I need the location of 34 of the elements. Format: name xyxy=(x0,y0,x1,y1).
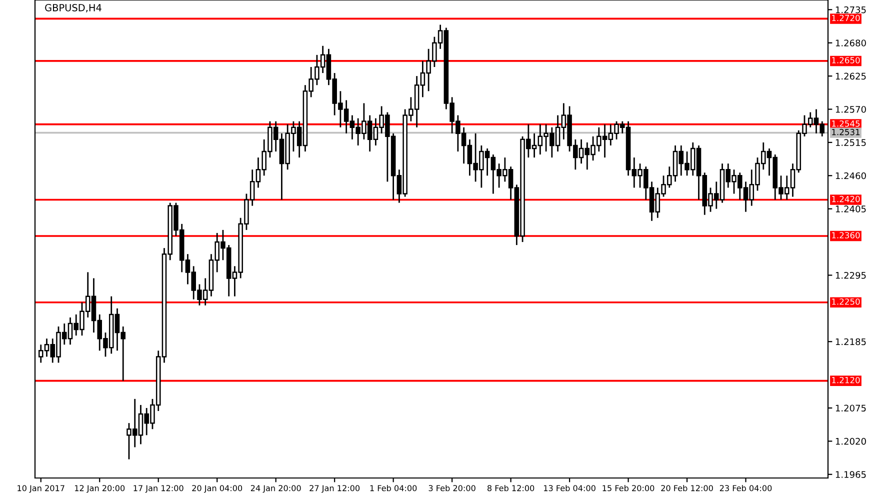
y-tick-label: 1.2460 xyxy=(836,172,866,180)
x-tick-label: 27 Jan 12:00 xyxy=(310,485,360,493)
x-tick-label: 3 Feb 20:00 xyxy=(428,484,476,492)
y-tick-label: 1.2295 xyxy=(836,272,866,279)
ref-line-label: 1.2545 xyxy=(832,120,860,127)
y-tick-label: 1.2185 xyxy=(836,338,866,346)
x-tick-label: 1 Feb 04:00 xyxy=(370,484,417,492)
ref-line-label: 1.2720 xyxy=(832,14,860,22)
y-tick-label: 1.2405 xyxy=(836,206,866,212)
x-tick-label: 8 Feb 12:00 xyxy=(487,484,534,492)
x-tick-label: 15 Feb 20:00 xyxy=(602,484,654,492)
ref-line-label: 1.2531 xyxy=(832,128,860,136)
y-tick-label: 1.1965 xyxy=(836,471,866,478)
ref-line-label: 1.2250 xyxy=(832,298,860,305)
x-tick-label: 12 Jan 20:00 xyxy=(75,485,125,493)
y-tick-label: 1.2020 xyxy=(836,438,866,445)
y-tick-label: 1.2075 xyxy=(836,404,866,412)
ref-line-label: 1.2650 xyxy=(832,57,860,64)
y-tick-label: 1.2570 xyxy=(836,106,866,113)
y-tick-label: 1.2515 xyxy=(836,139,866,146)
x-tick-label: 20 Feb 12:00 xyxy=(661,484,713,492)
ref-line-label: 1.2360 xyxy=(832,232,860,238)
y-tick-label: 1.2625 xyxy=(836,72,866,80)
ref-line-label: 1.2120 xyxy=(832,376,860,384)
x-tick-label: 24 Jan 20:00 xyxy=(250,485,301,493)
ref-line-label: 1.2420 xyxy=(832,196,860,202)
x-tick-label: 13 Feb 04:00 xyxy=(544,484,596,492)
x-tick-label: 17 Jan 12:00 xyxy=(134,485,184,493)
x-tick-label: 23 Feb 04:00 xyxy=(720,484,772,492)
y-tick-label: 1.2680 xyxy=(836,40,866,46)
y-tick-label: 1.2735 xyxy=(836,6,866,14)
x-tick-label: 20 Jan 04:00 xyxy=(192,485,242,493)
chart-title: GBPUSD,H4 xyxy=(45,4,102,12)
x-tick-label: 10 Jan 2017 xyxy=(18,485,64,493)
